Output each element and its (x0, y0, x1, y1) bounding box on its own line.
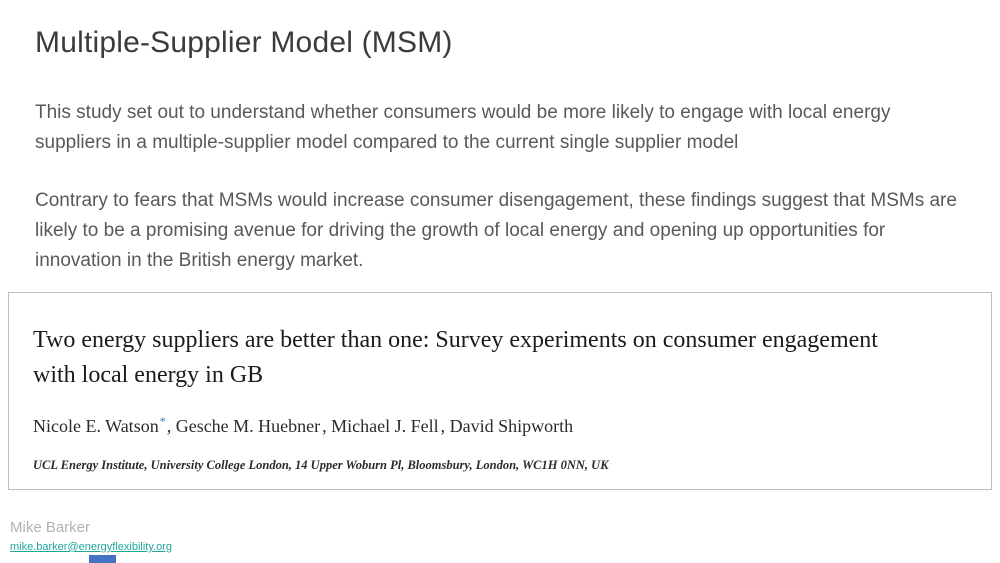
findings-paragraph: Contrary to fears that MSMs would increa… (35, 190, 957, 271)
author-name: Gesche M. Huebner (175, 416, 321, 436)
author-separator: , (440, 416, 450, 436)
bottom-accent-bar (89, 555, 116, 563)
paper-title: Two energy suppliers are better than one… (33, 327, 878, 388)
corresponding-author-marker: * (159, 414, 166, 428)
author-separator: , (166, 416, 176, 436)
footer-author-name: Mike Barker (10, 519, 91, 536)
author-name: David Shipworth (449, 416, 574, 436)
author-name: Nicole E. Watson (33, 416, 159, 436)
paper-affiliation: UCL Energy Institute, University College… (33, 458, 609, 472)
author-name: Michael J. Fell (331, 416, 439, 436)
author-separator: , (322, 416, 332, 436)
page-title: Multiple-Supplier Model (MSM) (35, 26, 453, 59)
paper-authors: Nicole E. Watson*, Gesche M. Huebner, Mi… (33, 414, 961, 437)
intro-paragraph: This study set out to understand whether… (35, 102, 891, 153)
footer-email-link[interactable]: mike.barker@energyflexibility.org (10, 541, 172, 553)
paper-card: Two energy suppliers are better than one… (8, 292, 992, 490)
